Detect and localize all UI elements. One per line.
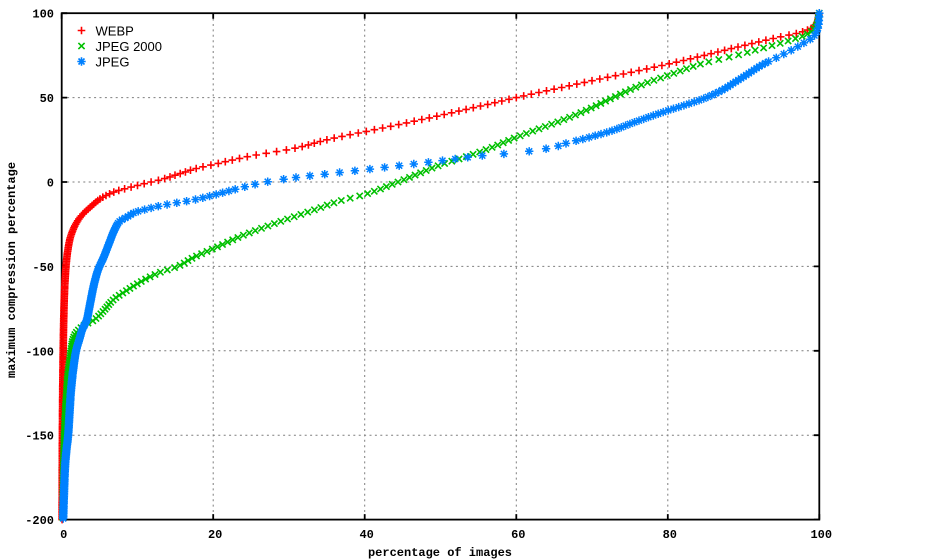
svg-text:80: 80 — [663, 528, 677, 542]
svg-text:100: 100 — [810, 528, 832, 542]
svg-text:JPEG: JPEG — [96, 54, 130, 69]
svg-text:-100: -100 — [25, 345, 54, 359]
svg-text:40: 40 — [359, 528, 373, 542]
svg-text:0: 0 — [47, 177, 54, 191]
svg-text:0: 0 — [60, 528, 67, 542]
svg-text:-200: -200 — [25, 514, 54, 528]
svg-text:100: 100 — [32, 8, 54, 22]
svg-text:20: 20 — [208, 528, 222, 542]
svg-text:percentage of images: percentage of images — [368, 546, 512, 560]
svg-text:-150: -150 — [25, 430, 54, 444]
svg-text:maximum compression percentage: maximum compression percentage — [5, 162, 19, 378]
svg-text:WEBP: WEBP — [96, 23, 134, 38]
svg-text:50: 50 — [40, 92, 54, 106]
svg-text:60: 60 — [511, 528, 525, 542]
svg-text:-50: -50 — [32, 261, 54, 275]
svg-text:JPEG 2000: JPEG 2000 — [96, 39, 163, 54]
